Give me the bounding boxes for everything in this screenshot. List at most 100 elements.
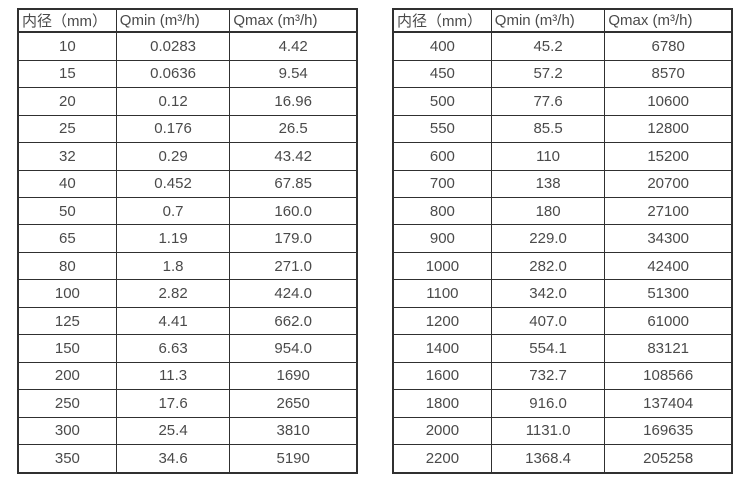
- qmin-cell: 85.5: [490, 114, 606, 144]
- diameter-cell: 100: [17, 279, 117, 308]
- table-row: 15 0.0636 9.54: [17, 59, 358, 89]
- table-row: 2200 1368.4 205258: [392, 444, 733, 474]
- diameter-cell: 200: [17, 361, 117, 391]
- table-row: 1600 732.7 108566: [392, 361, 733, 391]
- qmax-cell: 15200: [604, 142, 733, 171]
- table-row: 65 1.19 179.0: [17, 224, 358, 253]
- diameter-cell: 800: [392, 196, 492, 226]
- qmax-cell: 16.96: [229, 87, 358, 116]
- qmin-cell: 57.2: [490, 59, 606, 89]
- diameter-cell: 20: [17, 87, 117, 116]
- table-row: 150 6.63 954.0: [17, 334, 358, 363]
- qmax-cell: 61000: [604, 306, 733, 336]
- qmax-cell: 67.85: [229, 169, 358, 198]
- table-row: 1200 407.0 61000: [392, 306, 733, 336]
- table-row: 25 0.176 26.5: [17, 114, 358, 144]
- qmax-cell: 3810: [229, 416, 358, 446]
- diameter-cell: 1600: [392, 361, 492, 391]
- qmin-cell: 45.2: [490, 31, 606, 61]
- table-row: 900 229.0 34300: [392, 224, 733, 253]
- qmax-cell: 27100: [604, 196, 733, 226]
- diameter-cell: 40: [17, 169, 117, 198]
- qmax-cell: 9.54: [229, 59, 358, 89]
- qmin-cell: 1368.4: [490, 444, 606, 474]
- diameter-cell: 700: [392, 169, 492, 198]
- table-row: 1400 554.1 83121: [392, 334, 733, 363]
- qmax-cell: 169635: [604, 416, 733, 446]
- diameter-cell: 600: [392, 142, 492, 171]
- qmin-cell: 282.0: [490, 251, 606, 281]
- diameter-cell: 400: [392, 31, 492, 61]
- diameter-cell: 350: [17, 444, 117, 474]
- qmax-cell: 1690: [229, 361, 358, 391]
- table-row: 80 1.8 271.0: [17, 251, 358, 281]
- diameter-cell: 500: [392, 87, 492, 116]
- diameter-cell: 25: [17, 114, 117, 144]
- table-row: 2000 1131.0 169635: [392, 416, 733, 446]
- qmin-cell: 342.0: [490, 279, 606, 308]
- qmin-column-header: Qmin (m³/h): [115, 8, 231, 33]
- qmax-cell: 179.0: [229, 224, 358, 253]
- table-row: 1800 916.0 137404: [392, 389, 733, 418]
- diameter-cell: 2200: [392, 444, 492, 474]
- qmin-cell: 138: [490, 169, 606, 198]
- qmin-cell: 110: [490, 142, 606, 171]
- flow-rate-table-large-diameters: 内径（mm） Qmin (m³/h) Qmax (m³/h) 400 45.2 6780…: [392, 8, 733, 474]
- table-row: 50 0.7 160.0: [17, 196, 358, 226]
- table-row: 32 0.29 43.42: [17, 142, 358, 171]
- qmax-cell: 205258: [604, 444, 733, 474]
- qmax-cell: 137404: [604, 389, 733, 418]
- qmin-cell: 0.176: [115, 114, 231, 144]
- qmin-cell: 0.29: [115, 142, 231, 171]
- qmax-cell: 6780: [604, 31, 733, 61]
- qmax-cell: 5190: [229, 444, 358, 474]
- qmin-cell: 25.4: [115, 416, 231, 446]
- table-row: 500 77.6 10600: [392, 87, 733, 116]
- table-row: 350 34.6 5190: [17, 444, 358, 474]
- qmax-cell: 51300: [604, 279, 733, 308]
- diameter-cell: 1100: [392, 279, 492, 308]
- qmax-cell: 42400: [604, 251, 733, 281]
- qmax-cell: 20700: [604, 169, 733, 198]
- qmax-column-header: Qmax (m³/h): [229, 8, 358, 33]
- table-row: 1100 342.0 51300: [392, 279, 733, 308]
- qmin-cell: 1.19: [115, 224, 231, 253]
- diameter-cell: 32: [17, 142, 117, 171]
- qmin-cell: 1.8: [115, 251, 231, 281]
- diameter-cell: 2000: [392, 416, 492, 446]
- table-row: 10 0.0283 4.42: [17, 31, 358, 61]
- qmax-cell: 662.0: [229, 306, 358, 336]
- table-row: 100 2.82 424.0: [17, 279, 358, 308]
- qmin-cell: 11.3: [115, 361, 231, 391]
- header-row: 内径（mm） Qmin (m³/h) Qmax (m³/h): [17, 8, 358, 33]
- qmax-cell: 83121: [604, 334, 733, 363]
- diameter-cell: 1400: [392, 334, 492, 363]
- diameter-cell: 125: [17, 306, 117, 336]
- table-row: 40 0.452 67.85: [17, 169, 358, 198]
- qmax-cell: 108566: [604, 361, 733, 391]
- qmin-cell: 4.41: [115, 306, 231, 336]
- table-row: 400 45.2 6780: [392, 31, 733, 61]
- qmin-cell: 554.1: [490, 334, 606, 363]
- qmax-cell: 26.5: [229, 114, 358, 144]
- qmin-cell: 407.0: [490, 306, 606, 336]
- qmin-cell: 1131.0: [490, 416, 606, 446]
- table-row: 1000 282.0 42400: [392, 251, 733, 281]
- qmax-cell: 954.0: [229, 334, 358, 363]
- diameter-cell: 450: [392, 59, 492, 89]
- qmin-cell: 0.0636: [115, 59, 231, 89]
- qmin-cell: 180: [490, 196, 606, 226]
- diameter-cell: 300: [17, 416, 117, 446]
- diameter-cell: 1800: [392, 389, 492, 418]
- qmax-cell: 424.0: [229, 279, 358, 308]
- diameter-cell: 900: [392, 224, 492, 253]
- diameter-cell: 250: [17, 389, 117, 418]
- qmin-cell: 916.0: [490, 389, 606, 418]
- qmax-cell: 271.0: [229, 251, 358, 281]
- qmax-cell: 160.0: [229, 196, 358, 226]
- qmin-cell: 6.63: [115, 334, 231, 363]
- qmin-cell: 0.7: [115, 196, 231, 226]
- qmin-cell: 0.12: [115, 87, 231, 116]
- diameter-column-header: 内径（mm）: [392, 8, 492, 33]
